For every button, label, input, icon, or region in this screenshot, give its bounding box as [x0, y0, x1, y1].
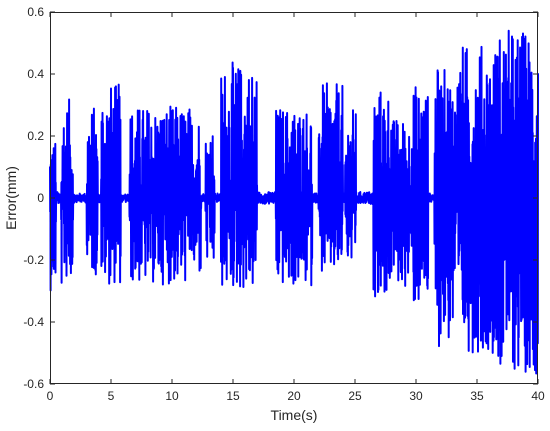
- y-tick-label: 0.4: [27, 67, 44, 81]
- y-tick-label: -0.4: [23, 315, 44, 329]
- y-tick-label: 0.6: [27, 5, 44, 19]
- y-axis-title: Error(mm): [3, 166, 19, 230]
- y-tick-label: -0.2: [23, 253, 44, 267]
- x-tick-label: 0: [47, 389, 54, 403]
- y-tick-label: 0.2: [27, 129, 44, 143]
- x-tick-label: 40: [531, 389, 545, 403]
- x-axis-title: Time(s): [271, 407, 318, 423]
- x-tick-label: 25: [348, 389, 362, 403]
- x-tick-label: 10: [165, 389, 179, 403]
- y-tick-label: 0: [37, 191, 44, 205]
- error-series-line: [49, 29, 539, 375]
- y-axis: -0.6 -0.4 -0.2 0 0.2 0.4 0.6: [23, 5, 538, 391]
- x-tick-label: 30: [409, 389, 423, 403]
- y-tick-label: -0.6: [23, 377, 44, 391]
- x-tick-label: 15: [226, 389, 240, 403]
- series-group: [49, 29, 539, 375]
- x-axis: 0 5 10 15 20 25 30 35 40: [47, 12, 545, 403]
- x-tick-label: 35: [470, 389, 484, 403]
- x-tick-label: 5: [108, 389, 115, 403]
- x-tick-label: 20: [287, 389, 301, 403]
